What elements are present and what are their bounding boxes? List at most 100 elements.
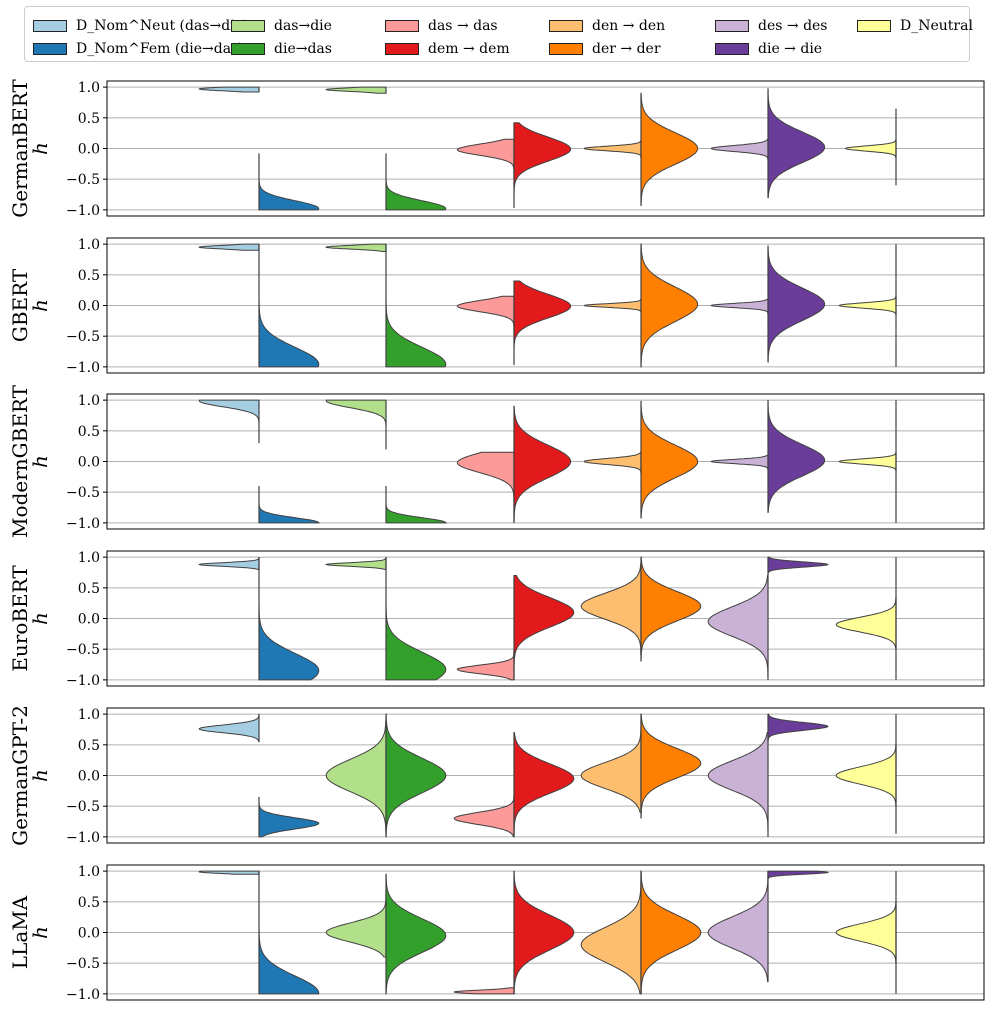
violin-left-group-3 — [583, 298, 642, 313]
violin-right-group-0 — [258, 486, 320, 524]
violin-right-group-3 — [640, 400, 699, 519]
y-axis-label: h — [28, 455, 52, 468]
violin-left-group-0 — [198, 557, 260, 570]
legend-swatch — [715, 43, 749, 55]
violin-left-group-5 — [844, 138, 897, 159]
legend-swatch — [385, 43, 419, 55]
panel-title: GermanBERT — [8, 79, 32, 218]
legend-item-d_neutral: D_Neutral — [857, 17, 973, 35]
violin-left-group-2 — [456, 451, 515, 523]
y-tick-label: 1.0 — [78, 393, 100, 409]
y-tick-label: −0.5 — [66, 799, 100, 815]
y-tick-label: 0.0 — [78, 612, 100, 628]
violin-right-group-2 — [513, 731, 575, 837]
violin-right-group-4 — [767, 713, 829, 742]
panel-title: EuroBERT — [8, 565, 32, 672]
legend-label: den → den — [592, 18, 666, 34]
violin-left-group-4 — [707, 871, 769, 983]
violin-right-group-1 — [385, 245, 447, 368]
legend-item-d_nom_neut: D_Nom^Neut (das→die) — [33, 17, 248, 35]
legend-label: D_Neutral — [900, 18, 973, 34]
panel-germangpt-2: 1.0 0.5 0.0 −0.5 −1.0 GermanGPT-2h — [8, 705, 985, 846]
violin-left-group-2 — [453, 987, 515, 995]
y-axis-label: h — [28, 142, 52, 155]
violin-right-group-4 — [767, 245, 826, 363]
y-tick-label: 0.5 — [78, 268, 100, 284]
y-tick-label: 0.0 — [78, 769, 100, 785]
legend-label: der → der — [592, 41, 661, 57]
y-tick-label: 0.5 — [78, 738, 100, 754]
violin-left-group-1 — [324, 243, 387, 252]
violin-right-group-3 — [640, 870, 702, 995]
y-tick-label: 1.0 — [78, 864, 100, 880]
violin-right-group-1 — [385, 713, 447, 838]
y-axis-label: h — [28, 769, 52, 782]
violin-right-group-3 — [640, 556, 702, 662]
violin-right-group-2 — [513, 870, 575, 995]
y-tick-label: −0.5 — [66, 329, 100, 345]
violin-left-group-1 — [324, 557, 387, 570]
violin-right-group-4 — [767, 870, 830, 881]
violin-left-group-1 — [325, 889, 387, 958]
legend-item-des_des: des → des — [715, 17, 828, 35]
violin-left-group-4 — [707, 731, 769, 837]
violin-left-group-5 — [835, 744, 897, 807]
y-tick-label: 0.5 — [78, 424, 100, 440]
legend-swatch — [231, 43, 265, 55]
y-tick-label: 1.0 — [78, 237, 100, 253]
panel-title: LLaMA — [8, 895, 32, 969]
legend-label: D_Nom^Fem (die→das) — [76, 41, 244, 57]
legend-label: dem → dem — [428, 41, 510, 57]
legend-label: D_Nom^Neut (das→die) — [76, 18, 249, 34]
legend-label: das→die — [274, 18, 332, 34]
y-tick-label: −1.0 — [66, 516, 100, 532]
y-tick-label: −0.5 — [66, 172, 100, 188]
legend-swatch — [385, 20, 419, 32]
y-tick-label: −1.0 — [66, 987, 100, 1003]
violin-left-group-1 — [325, 86, 387, 94]
violin-left-group-2 — [456, 649, 515, 681]
violin-left-group-3 — [583, 140, 642, 158]
y-tick-label: −0.5 — [66, 956, 100, 972]
violin-left-group-2 — [456, 138, 515, 180]
legend-swatch — [549, 43, 583, 55]
y-tick-label: −1.0 — [66, 830, 100, 846]
violin-right-group-2 — [513, 405, 572, 523]
panel-title: GBERT — [8, 268, 32, 342]
violin-left-group-4 — [710, 138, 769, 161]
violin-right-group-4 — [767, 400, 826, 514]
y-tick-label: 0.0 — [78, 299, 100, 315]
violin-left-group-5 — [835, 596, 897, 650]
legend-label: die→das — [274, 41, 332, 57]
violin-left-group-0 — [198, 870, 260, 875]
violin-left-group-5 — [835, 901, 897, 964]
legend-swatch — [857, 20, 891, 32]
legend-label: des → des — [758, 18, 828, 34]
panel-title: GermanGPT-2 — [8, 705, 32, 846]
y-axis-label: h — [28, 299, 52, 312]
violin-left-group-4 — [707, 574, 769, 680]
violin-left-group-5 — [838, 451, 897, 472]
violin-right-group-3 — [640, 92, 699, 207]
legend-item-die_die: die → die — [715, 40, 822, 58]
legend-item-die_das: die→das — [231, 40, 332, 58]
violin-left-group-1 — [325, 399, 387, 450]
y-tick-label: −0.5 — [66, 485, 100, 501]
y-tick-label: 1.0 — [78, 550, 100, 566]
legend-label: die → die — [758, 41, 823, 57]
legend-item-das_die: das→die — [231, 17, 332, 35]
violin-left-group-2 — [456, 295, 515, 337]
violin-right-group-1 — [385, 153, 447, 211]
violin-left-group-4 — [710, 454, 769, 471]
violin-left-group-2 — [453, 793, 515, 838]
y-tick-label: −1.0 — [66, 203, 100, 219]
violin-left-group-3 — [580, 562, 642, 656]
violin-right-group-0 — [258, 245, 320, 368]
violin-right-group-2 — [513, 122, 572, 209]
y-axis-label: h — [28, 926, 52, 939]
legend-label: das → das — [428, 18, 498, 34]
violin-right-group-0 — [258, 796, 320, 838]
